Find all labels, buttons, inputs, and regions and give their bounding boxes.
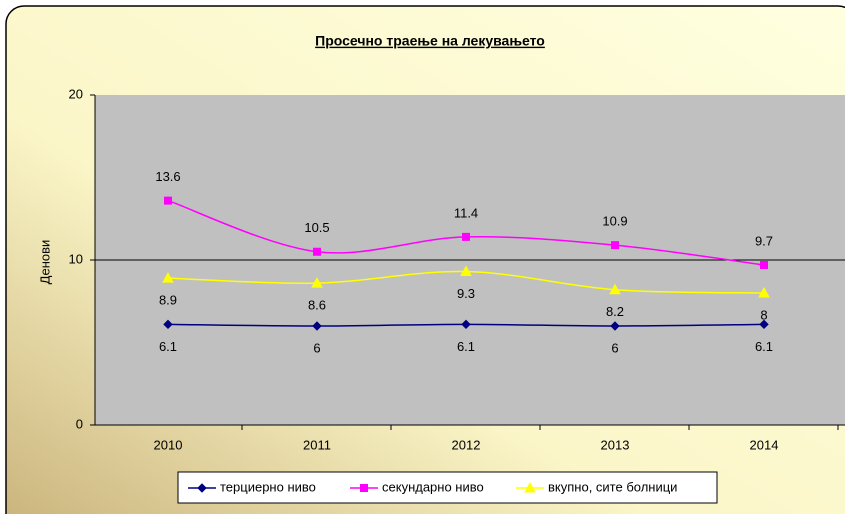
marker xyxy=(759,319,769,330)
marker xyxy=(312,321,322,331)
data-label: 8.6 xyxy=(308,298,326,313)
y-axis-label: Денови xyxy=(37,240,52,285)
data-label: 9.3 xyxy=(457,286,475,301)
data-label: 6.1 xyxy=(159,339,177,354)
x-tick-label: 2010 xyxy=(154,437,183,452)
data-label: 8 xyxy=(760,307,767,322)
marker xyxy=(162,272,174,283)
legend-marker xyxy=(524,481,536,493)
x-tick-label: 2012 xyxy=(452,437,481,452)
data-label: 8.2 xyxy=(606,304,624,319)
marker xyxy=(609,283,621,295)
marker xyxy=(462,232,470,241)
chart-title: Просечно траење на лекувањето xyxy=(315,33,545,49)
marker xyxy=(460,265,472,277)
marker xyxy=(611,241,619,250)
legend-label: вкупно, сите болници xyxy=(548,479,677,494)
marker xyxy=(758,286,770,298)
marker xyxy=(461,319,471,330)
marker xyxy=(610,321,620,331)
data-label: 6.1 xyxy=(457,339,475,354)
data-label: 9.7 xyxy=(755,233,773,248)
x-tick-label: 2011 xyxy=(303,437,331,452)
marker xyxy=(313,247,321,256)
data-label: 10.5 xyxy=(304,220,329,235)
marker xyxy=(164,196,172,205)
data-label: 6 xyxy=(611,340,618,355)
x-tick-label: 2014 xyxy=(750,437,779,452)
data-label: 11.4 xyxy=(454,205,478,220)
data-label: 10.9 xyxy=(602,214,627,229)
data-label: 6 xyxy=(313,340,320,355)
legend: терциерно ниво секундарно ниво вкупно, сит… xyxy=(177,471,718,504)
marker xyxy=(163,319,173,330)
data-label: 8.9 xyxy=(159,293,177,308)
legend-marker xyxy=(360,484,368,492)
data-label: 6.1 xyxy=(755,339,773,354)
y-tick-label: 0 xyxy=(76,416,83,431)
y-tick-label: 20 xyxy=(69,86,83,101)
legend-box xyxy=(177,471,718,504)
y-tick-label: 10 xyxy=(69,251,83,266)
legend-marker xyxy=(197,483,207,493)
legend-label: секундарно ниво xyxy=(382,479,484,494)
x-tick-label: 2013 xyxy=(601,437,630,452)
data-label: 13.6 xyxy=(155,169,180,184)
legend-label: терциерно ниво xyxy=(220,479,316,494)
marker xyxy=(311,277,323,288)
marker xyxy=(760,260,768,269)
